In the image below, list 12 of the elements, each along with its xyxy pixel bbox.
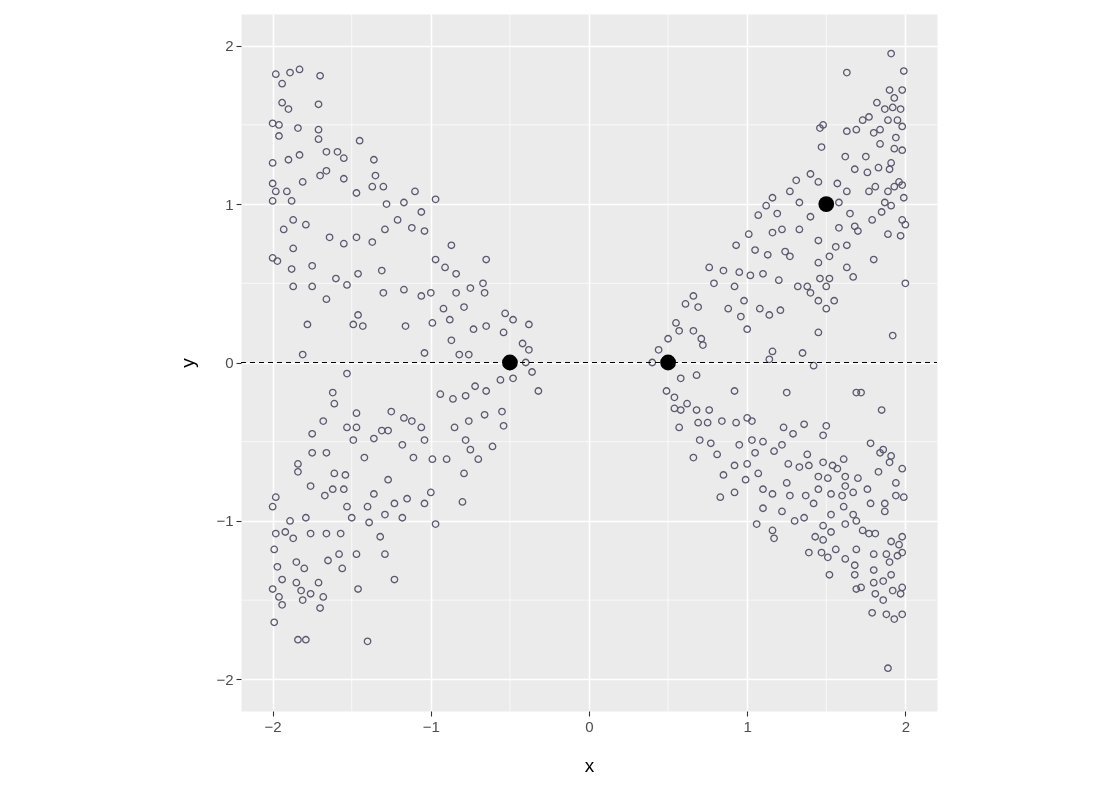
y-tick-label: −1 xyxy=(216,512,234,530)
x-tick-label: −1 xyxy=(422,717,440,735)
y-axis-title: y xyxy=(177,357,199,368)
x-tick-label: 2 xyxy=(901,717,911,735)
x-tick-label: 1 xyxy=(743,717,752,735)
y-tick-label: −2 xyxy=(216,670,234,688)
y-tick-label: 2 xyxy=(225,37,234,55)
x-axis-title: x xyxy=(584,754,595,776)
y-tick-label: 1 xyxy=(225,195,234,213)
x-tick-label: 0 xyxy=(585,717,594,735)
y-tick-label: 0 xyxy=(225,354,234,371)
x-tick-label: −2 xyxy=(264,717,282,735)
